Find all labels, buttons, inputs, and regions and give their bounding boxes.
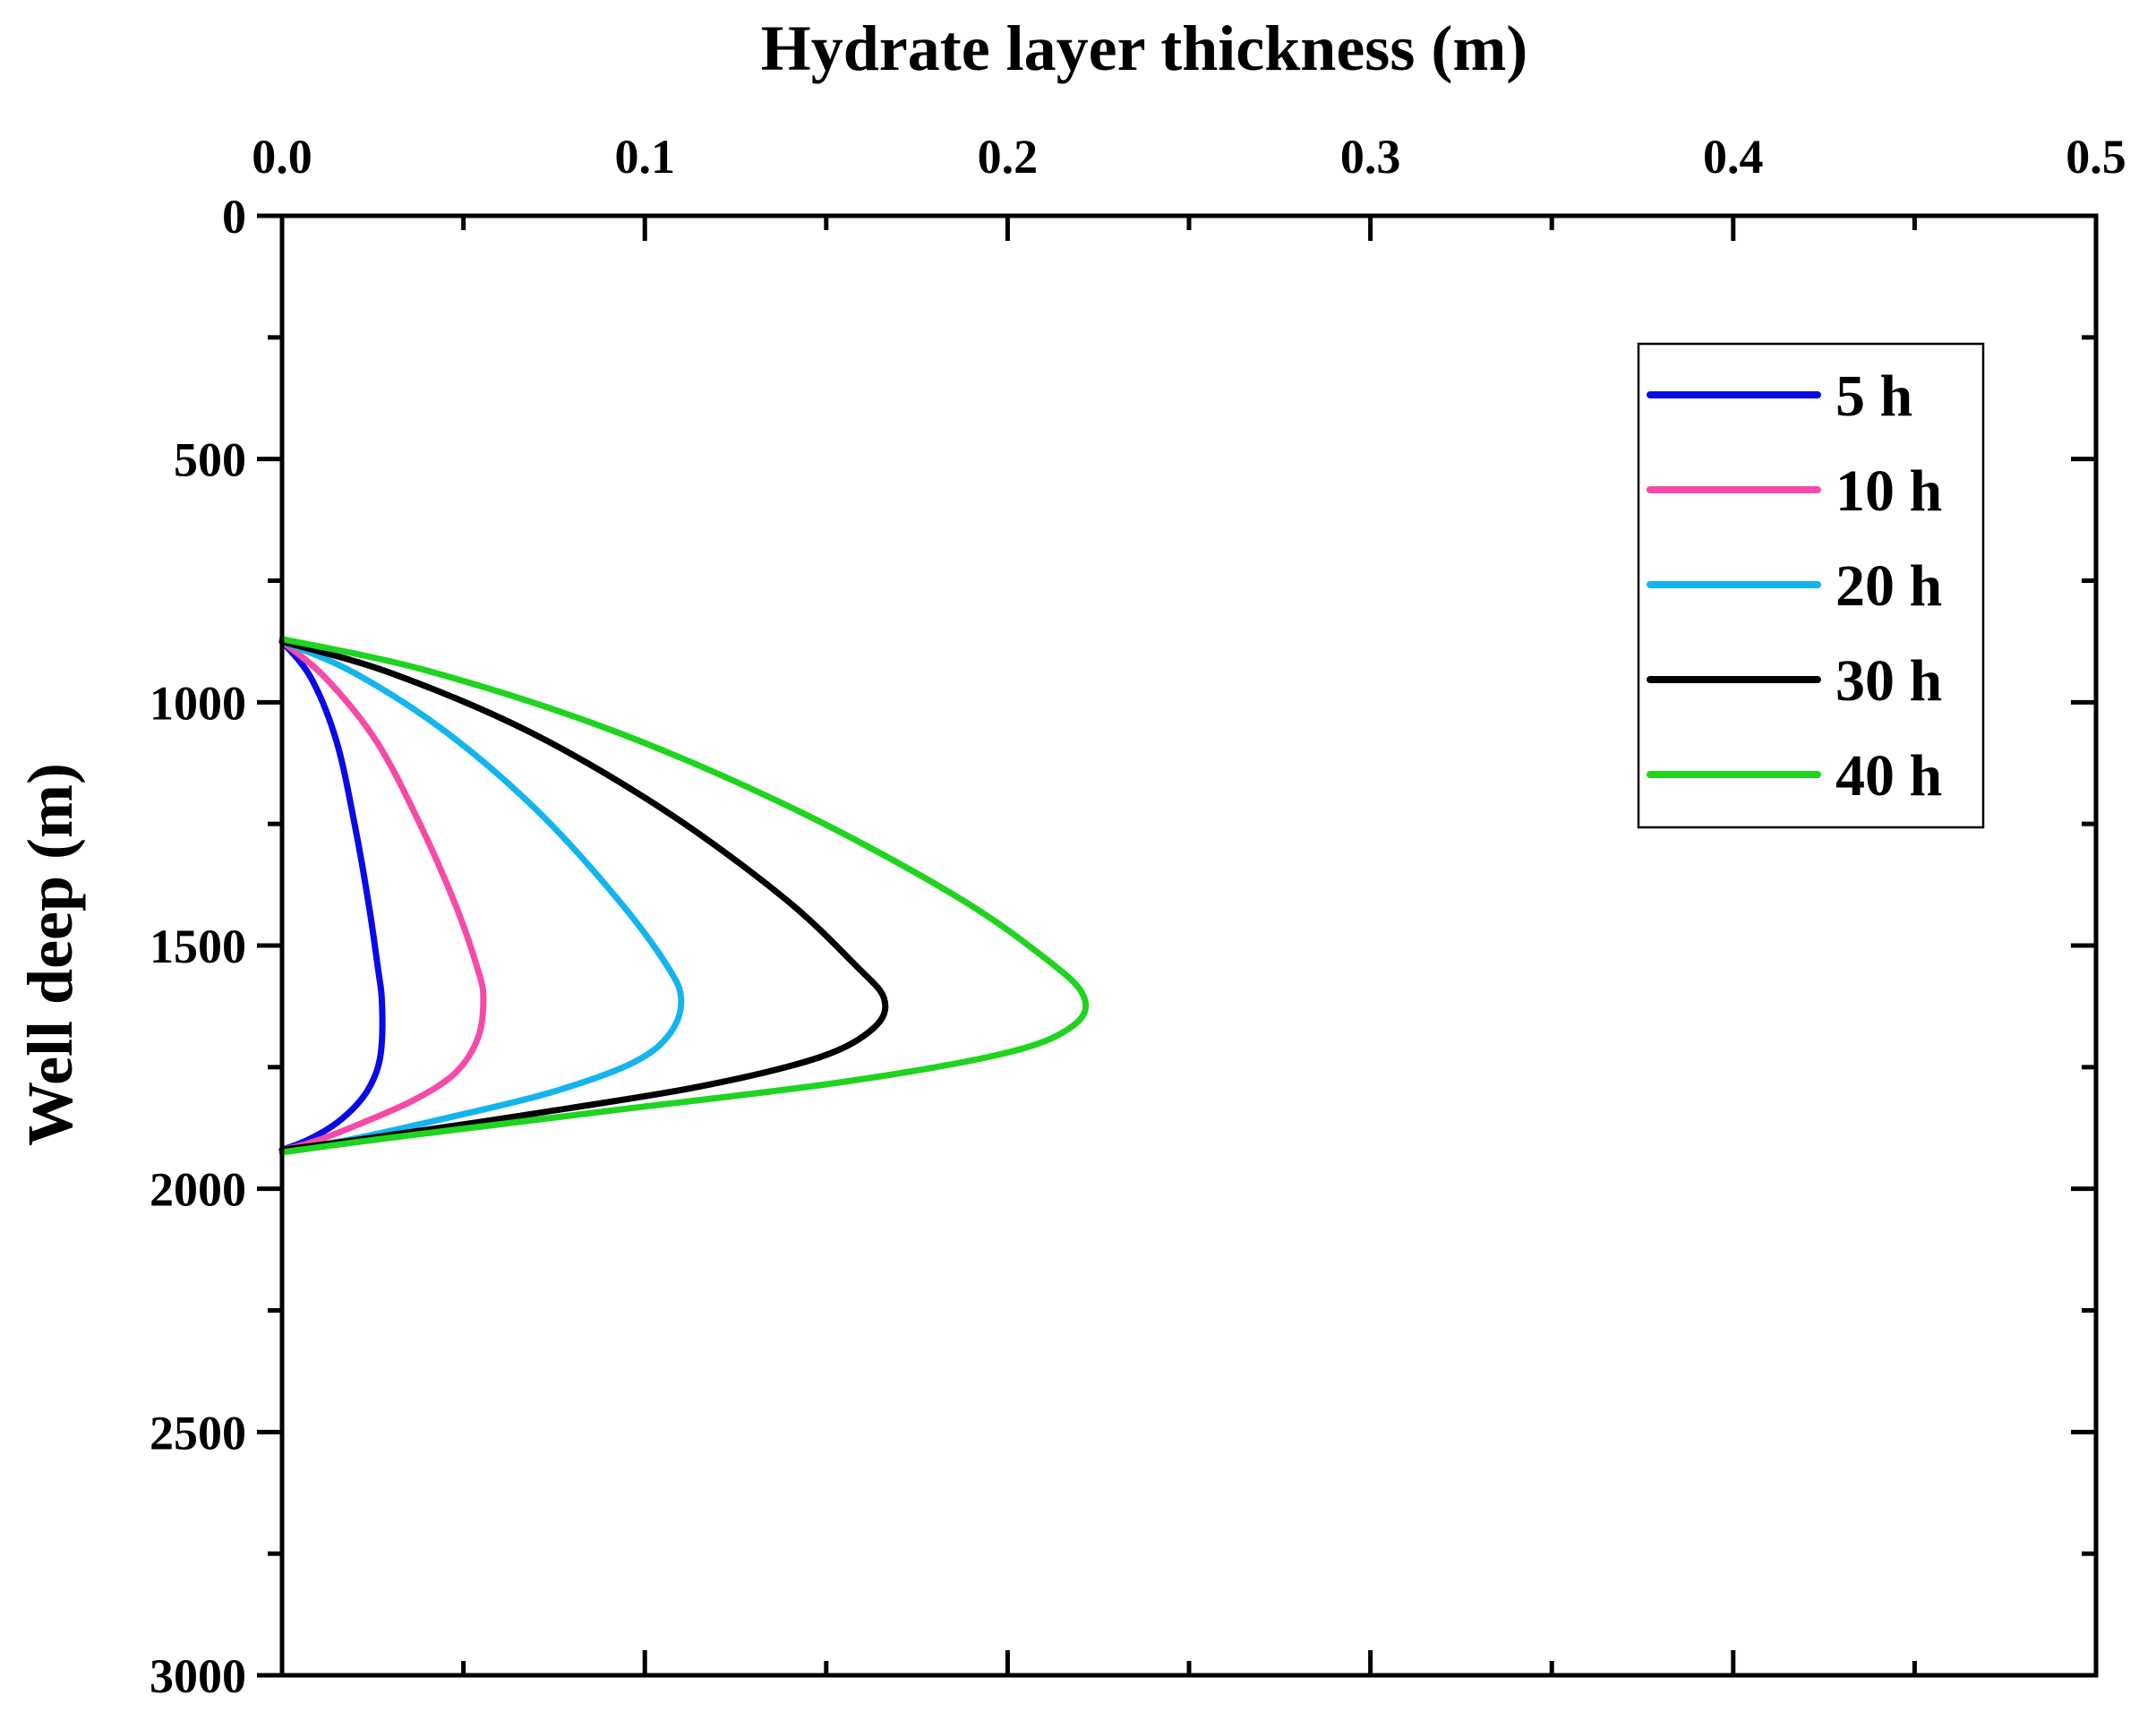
x-tick-label: 0.2 [978,130,1039,184]
legend-label: 40 h [1835,743,1942,809]
series-line-40h [278,636,1090,1156]
y-tick-label: 500 [174,433,246,487]
y-tick-label: 0 [222,190,246,244]
series-line-10h [278,638,487,1153]
x-ticks: 0.0 0.1 0.2 0.3 0.4 0.5 [252,130,2126,1675]
legend-label: 10 h [1835,458,1942,524]
y-tick-label: 3000 [150,1649,246,1703]
legend-label: 30 h [1835,648,1942,714]
x-tick-label: 0.0 [252,130,312,184]
plot-frame [279,213,2099,1678]
x-tick-label: 0.1 [614,130,675,184]
legend-label: 5 h [1835,364,1912,429]
y-tick-label: 2500 [150,1406,246,1459]
y-ticks: 0 500 1000 1500 2000 2500 3000 [150,190,2096,1703]
legend-label: 20 h [1835,553,1942,619]
series-line-20h [278,638,685,1153]
y-tick-label: 2000 [150,1163,246,1217]
x-tick-label: 0.4 [1703,130,1764,184]
x-tick-label: 0.5 [2066,130,2126,184]
y-tick-label: 1000 [150,676,246,730]
legend: 5 h 10 h 20 h 30 h 40 h [1637,342,1985,829]
x-tick-label: 0.3 [1340,130,1401,184]
series-line-30h [278,638,889,1153]
y-axis-title: Well deep (m) [14,763,86,1146]
x-axis-title: Hydrate layer thickness (m) [761,13,1528,84]
series-layer [278,636,1090,1156]
y-tick-label: 1500 [150,920,246,973]
series-line-5h [278,638,386,1153]
